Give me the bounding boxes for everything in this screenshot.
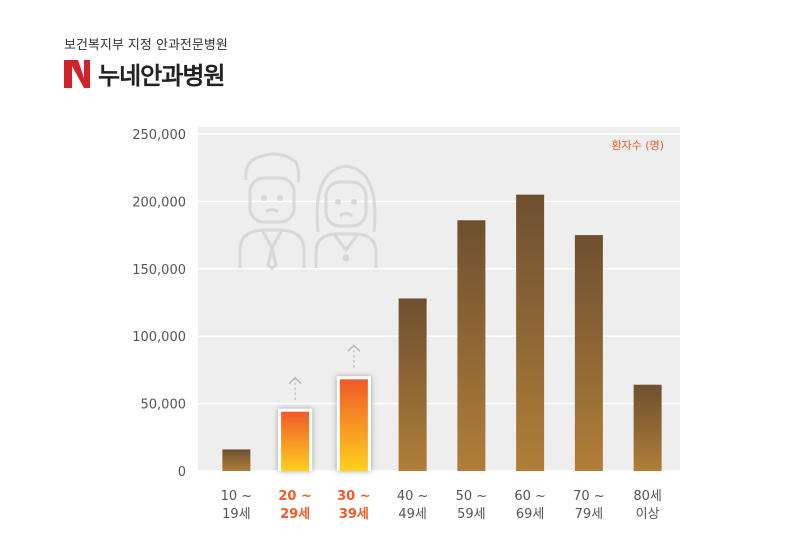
- x-tick-label: 30 ~: [337, 489, 371, 504]
- y-tick-label: 200,000: [132, 195, 186, 210]
- x-tick-label: 80세: [633, 489, 662, 504]
- bar-80: [633, 384, 662, 471]
- hospital-subtitle: 보건복지부 지정 안과전문병원: [64, 38, 228, 53]
- x-tick-label: 10 ~: [221, 489, 253, 504]
- sad-woman-icon: [314, 164, 378, 268]
- x-tick-label: 19세: [222, 507, 251, 522]
- x-tick-label: 79세: [575, 507, 604, 522]
- x-tick-label: 70 ~: [573, 489, 605, 504]
- up-arrow-icon: [347, 344, 361, 368]
- bar-10: [222, 449, 251, 471]
- y-tick-label: 50,000: [141, 398, 187, 413]
- hospital-logo-n-icon: [64, 59, 90, 88]
- x-tick-label: 40 ~: [397, 489, 429, 504]
- x-tick-label: 이상: [636, 507, 660, 522]
- x-tick-label: 59세: [457, 507, 486, 522]
- chart-legend: 환자수 (명): [611, 139, 664, 152]
- sad-man-icon: [238, 152, 306, 270]
- y-tick-label: 100,000: [132, 330, 186, 345]
- x-tick-label: 60 ~: [514, 489, 546, 504]
- bar-20-highlight: [281, 411, 310, 471]
- x-tick-label: 20 ~: [278, 489, 312, 504]
- bar-60: [516, 194, 545, 471]
- hospital-logo: 누네안과병원: [64, 56, 225, 91]
- hospital-name: 누네안과병원: [98, 62, 225, 90]
- x-tick-label: 49세: [398, 507, 427, 522]
- bar-70: [574, 235, 603, 471]
- x-tick-label: 69세: [516, 507, 545, 522]
- x-tick-label: 50 ~: [456, 489, 488, 504]
- up-arrow-icon: [288, 376, 302, 400]
- x-tick-label: 39세: [339, 507, 369, 522]
- y-tick-label: 150,000: [132, 263, 186, 278]
- x-tick-label: 29세: [280, 507, 310, 522]
- bar-30-highlight: [339, 379, 368, 471]
- bar-40: [398, 298, 427, 471]
- y-tick-label: 0: [178, 465, 186, 480]
- bar-50: [457, 220, 486, 471]
- y-tick-label: 250,000: [132, 128, 186, 143]
